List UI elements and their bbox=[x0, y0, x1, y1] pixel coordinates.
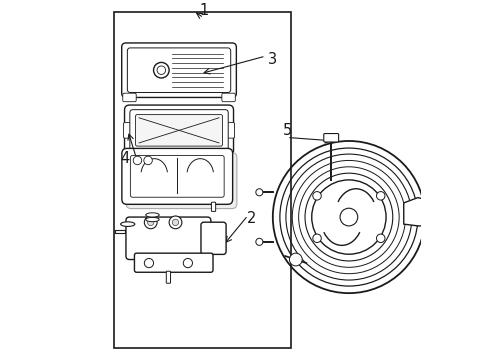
Circle shape bbox=[133, 156, 142, 165]
Circle shape bbox=[255, 189, 263, 196]
Polygon shape bbox=[403, 198, 444, 226]
Circle shape bbox=[143, 156, 152, 165]
Circle shape bbox=[312, 234, 321, 243]
FancyBboxPatch shape bbox=[122, 148, 232, 204]
FancyBboxPatch shape bbox=[222, 93, 235, 102]
Circle shape bbox=[434, 209, 443, 218]
FancyBboxPatch shape bbox=[126, 217, 210, 260]
Circle shape bbox=[147, 219, 154, 226]
Circle shape bbox=[172, 219, 178, 226]
Text: 2: 2 bbox=[246, 211, 256, 226]
FancyBboxPatch shape bbox=[126, 153, 236, 208]
FancyBboxPatch shape bbox=[123, 122, 131, 138]
Circle shape bbox=[144, 216, 157, 229]
Circle shape bbox=[311, 180, 385, 254]
FancyBboxPatch shape bbox=[134, 253, 213, 272]
Ellipse shape bbox=[121, 222, 135, 226]
FancyBboxPatch shape bbox=[122, 93, 136, 102]
Circle shape bbox=[255, 238, 263, 246]
Circle shape bbox=[376, 192, 384, 200]
Text: 1: 1 bbox=[199, 3, 208, 18]
FancyBboxPatch shape bbox=[201, 222, 225, 255]
FancyBboxPatch shape bbox=[130, 156, 224, 197]
FancyBboxPatch shape bbox=[323, 134, 338, 142]
Circle shape bbox=[339, 208, 357, 226]
Circle shape bbox=[144, 258, 153, 268]
FancyBboxPatch shape bbox=[127, 48, 230, 93]
Circle shape bbox=[376, 234, 384, 243]
Circle shape bbox=[157, 66, 165, 75]
FancyBboxPatch shape bbox=[226, 122, 234, 138]
FancyBboxPatch shape bbox=[166, 271, 170, 283]
FancyBboxPatch shape bbox=[211, 202, 215, 211]
Ellipse shape bbox=[145, 217, 159, 222]
Circle shape bbox=[312, 192, 321, 200]
Circle shape bbox=[289, 253, 302, 266]
FancyBboxPatch shape bbox=[130, 110, 228, 151]
Ellipse shape bbox=[145, 213, 159, 217]
FancyBboxPatch shape bbox=[122, 43, 236, 98]
FancyBboxPatch shape bbox=[115, 230, 125, 233]
Text: 3: 3 bbox=[268, 52, 277, 67]
FancyBboxPatch shape bbox=[135, 114, 222, 146]
Circle shape bbox=[153, 62, 169, 78]
Bar bbox=[113, 12, 290, 348]
FancyBboxPatch shape bbox=[124, 105, 233, 156]
Circle shape bbox=[169, 216, 182, 229]
Text: 4: 4 bbox=[120, 151, 129, 166]
Circle shape bbox=[183, 258, 192, 268]
Text: 5: 5 bbox=[282, 123, 291, 138]
